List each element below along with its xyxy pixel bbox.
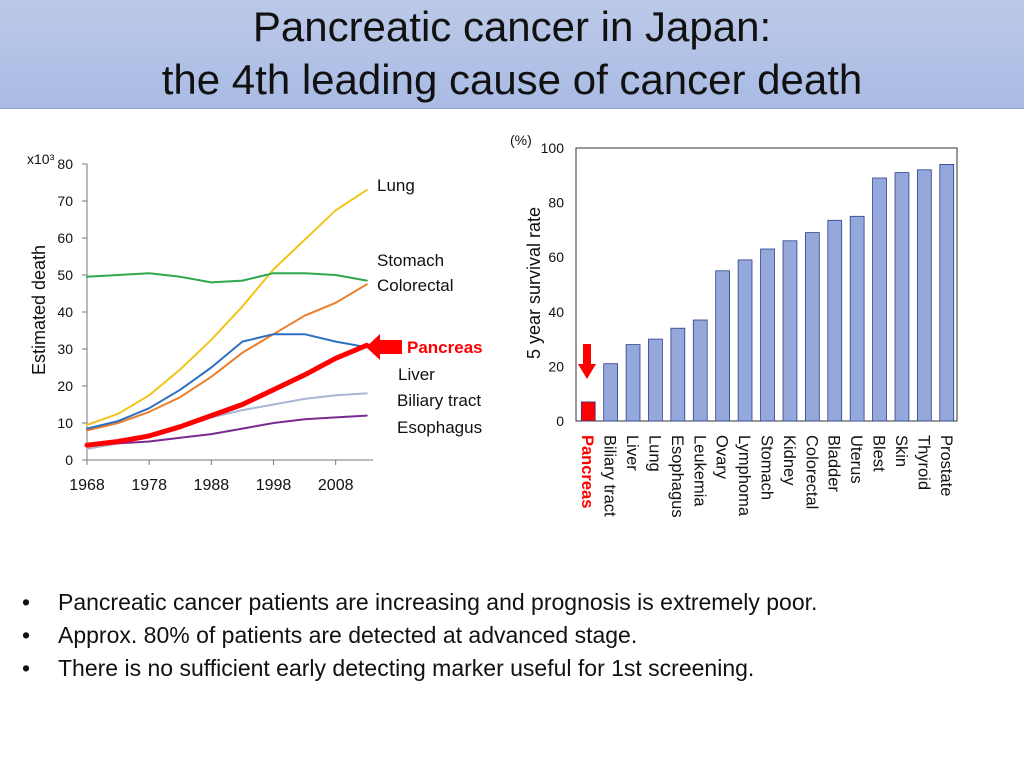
- bar-biliary-tract: [603, 363, 618, 422]
- category-label: Skin: [892, 435, 910, 467]
- bar-ovary: [715, 270, 730, 422]
- y-tick-label: 0: [556, 413, 564, 429]
- bar-thyroid: [916, 169, 932, 422]
- series-line-lung: [86, 188, 368, 426]
- y-tick-label: 20: [57, 378, 73, 394]
- bar-colorectal: [804, 232, 820, 422]
- category-label: Lung: [645, 435, 663, 472]
- pancreas-pointer-arrow-icon: [366, 334, 402, 360]
- bullet-point-icon: •: [22, 622, 31, 648]
- bar-esophagus: [670, 327, 686, 422]
- category-label: Kidney: [780, 435, 798, 486]
- category-label: Uterus: [847, 435, 865, 484]
- bullet-point-icon: •: [22, 655, 31, 681]
- bar-blest: [872, 177, 887, 422]
- series-label-esophagus: Esophagus: [397, 418, 482, 437]
- bar-lung: [648, 338, 663, 422]
- bullet-text: Pancreatic cancer patients are increasin…: [58, 589, 818, 615]
- series-label-colorectal: Colorectal: [377, 276, 454, 295]
- series-label-lung: Lung: [377, 176, 415, 195]
- line-chart-y-unit: x10³: [27, 151, 55, 167]
- category-label: Esophagus: [668, 435, 686, 518]
- category-label: Stomach: [758, 435, 776, 500]
- category-label: Ovary: [713, 435, 731, 480]
- bar-liver: [625, 344, 641, 422]
- y-tick-label: 20: [548, 358, 564, 374]
- y-tick-label: 50: [57, 267, 73, 283]
- y-tick-label: 60: [57, 230, 73, 246]
- y-tick-label: 30: [57, 341, 73, 357]
- x-tick-label: 1998: [256, 477, 292, 494]
- x-tick-label: 1968: [69, 477, 105, 494]
- series-line-colorectal: [86, 283, 368, 432]
- bar-chart-y-unit: (%): [510, 132, 532, 148]
- pancreas-down-arrow-icon: [578, 344, 596, 379]
- series-label-pancreas: Pancreas: [407, 338, 483, 357]
- series-line-esophagus: [86, 414, 368, 447]
- category-label: Prostate: [937, 435, 955, 496]
- title-banner: Pancreatic cancer in Japan: the 4th lead…: [0, 0, 1024, 109]
- series-label-biliary-tract: Biliary tract: [397, 391, 481, 410]
- slide-title-line-2: the 4th leading cause of cancer death: [161, 56, 863, 103]
- y-tick-label: 40: [57, 304, 73, 320]
- y-tick-label: 80: [548, 195, 564, 211]
- x-tick-label: 2008: [318, 477, 354, 494]
- category-label: Colorectal: [802, 435, 820, 509]
- category-label: Liver: [623, 435, 641, 471]
- category-label: Biliary tract: [601, 435, 619, 517]
- series-line-stomach: [86, 272, 368, 284]
- y-tick-label: 60: [548, 249, 564, 265]
- y-tick-label: 40: [548, 304, 564, 320]
- bar-lymphoma: [737, 259, 753, 422]
- bar-uterus: [849, 215, 865, 422]
- series-line-pancreas: [84, 342, 370, 448]
- category-label: Bladder: [825, 435, 843, 492]
- slide-title-line-1: Pancreatic cancer in Japan:: [252, 3, 772, 50]
- series-line-liver: [86, 333, 368, 430]
- series-label-liver: Liver: [398, 365, 435, 384]
- y-tick-label: 0: [65, 452, 73, 468]
- bullet-item: • Pancreatic cancer patients are increas…: [22, 586, 1012, 619]
- bullet-item: • There is no sufficient early detecting…: [22, 652, 1012, 685]
- bullet-list: • Pancreatic cancer patients are increas…: [22, 586, 1012, 685]
- bar-prostate: [939, 164, 955, 422]
- line-chart-y-axis-label: Estimated death: [29, 245, 49, 375]
- y-tick-label: 10: [57, 415, 73, 431]
- bar-kidney: [782, 240, 798, 422]
- y-tick-label: 100: [541, 140, 565, 156]
- category-label: Pancreas: [578, 435, 596, 508]
- bar-stomach: [760, 248, 775, 422]
- category-label: Thyroid: [914, 435, 932, 490]
- bullet-point-icon: •: [22, 589, 31, 615]
- bar-skin: [894, 172, 910, 422]
- bullet-text: There is no sufficient early detecting m…: [58, 655, 755, 681]
- death-trend-line-chart: x10³ Estimated death 0 10 20 30 40 50 60 70 80 19…: [27, 151, 483, 494]
- x-tick-label: 1988: [194, 477, 230, 494]
- bar-bladder: [827, 219, 843, 422]
- series-label-stomach: Stomach: [377, 251, 444, 270]
- bullet-text: Approx. 80% of patients are detected at …: [58, 622, 638, 648]
- y-tick-label: 70: [57, 193, 73, 209]
- bar-pancreas: [580, 401, 596, 422]
- bullet-item: • Approx. 80% of patients are detected a…: [22, 619, 1012, 652]
- category-label: Blest: [870, 435, 888, 472]
- category-label: Leukemia: [690, 435, 708, 507]
- y-tick-label: 80: [57, 156, 73, 172]
- survival-rate-bar-chart: (%) 5 year survival rate 0 20 40 60 80 100 Pa…: [510, 132, 958, 518]
- bar-chart-y-axis-label: 5 year survival rate: [524, 207, 544, 359]
- category-label: Lymphoma: [735, 435, 753, 517]
- x-tick-label: 1978: [131, 477, 167, 494]
- bar-leukemia: [692, 319, 708, 422]
